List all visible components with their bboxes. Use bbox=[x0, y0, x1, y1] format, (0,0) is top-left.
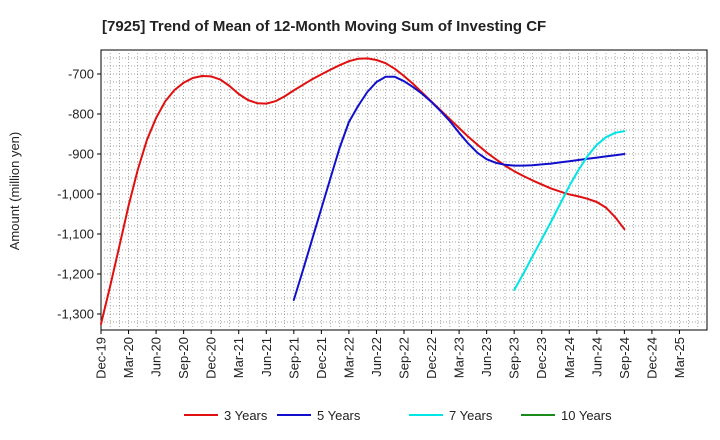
y-tick-label: -1,000 bbox=[57, 187, 94, 202]
x-tick-label: Dec-20 bbox=[204, 337, 219, 379]
axes: -700-800-900-1,000-1,100-1,200-1,300Dec-… bbox=[57, 67, 687, 379]
series-line-1 bbox=[100, 57, 626, 325]
plot-area bbox=[100, 49, 708, 331]
x-tick-label: Jun-22 bbox=[369, 337, 384, 377]
y-axis-title: Amount (million yen) bbox=[7, 132, 22, 251]
series-line-2 bbox=[292, 75, 626, 301]
x-tick-label: Dec-19 bbox=[94, 337, 109, 379]
y-tick-label: -1,200 bbox=[57, 267, 94, 282]
x-tick-label: Sep-22 bbox=[397, 337, 412, 379]
legend: 3 Years 5 Years 7 Years 10 Years bbox=[184, 408, 612, 423]
legend-label: 5 Years bbox=[317, 408, 361, 423]
chart-title: [7925] Trend of Mean of 12-Month Moving … bbox=[102, 18, 546, 35]
y-tick-label: -800 bbox=[68, 107, 94, 122]
y-tick-label: -1,100 bbox=[57, 227, 94, 242]
x-tick-label: Sep-20 bbox=[176, 337, 191, 379]
legend-label: 3 Years bbox=[224, 408, 268, 423]
x-tick-label: Sep-24 bbox=[617, 337, 632, 379]
y-tick-label: -1,300 bbox=[57, 307, 94, 322]
x-tick-label: Mar-23 bbox=[452, 337, 467, 378]
grid bbox=[101, 50, 707, 330]
x-tick-label: Sep-21 bbox=[286, 337, 301, 379]
x-tick-label: Mar-21 bbox=[231, 337, 246, 378]
x-tick-label: Sep-23 bbox=[507, 337, 522, 379]
legend-label: 7 Years bbox=[449, 408, 493, 423]
x-tick-label: Dec-24 bbox=[644, 337, 659, 379]
y-tick-label: -700 bbox=[68, 67, 94, 82]
x-tick-label: Dec-21 bbox=[314, 337, 329, 379]
x-tick-label: Jun-20 bbox=[149, 337, 164, 377]
x-tick-label: Jun-24 bbox=[589, 337, 604, 377]
x-tick-label: Dec-22 bbox=[424, 337, 439, 379]
y-tick-label: -900 bbox=[68, 147, 94, 162]
x-tick-label: Dec-23 bbox=[534, 337, 549, 379]
plot-frame bbox=[100, 49, 708, 331]
x-tick-label: Mar-24 bbox=[562, 337, 577, 378]
x-tick-label: Mar-25 bbox=[672, 337, 687, 378]
legend-label: 10 Years bbox=[561, 408, 612, 423]
x-tick-label: Jun-23 bbox=[479, 337, 494, 377]
series-lines bbox=[100, 57, 626, 325]
series-line-3 bbox=[513, 130, 626, 291]
x-tick-label: Jun-21 bbox=[259, 337, 274, 377]
x-tick-label: Mar-20 bbox=[121, 337, 136, 378]
x-tick-label: Mar-22 bbox=[341, 337, 356, 378]
